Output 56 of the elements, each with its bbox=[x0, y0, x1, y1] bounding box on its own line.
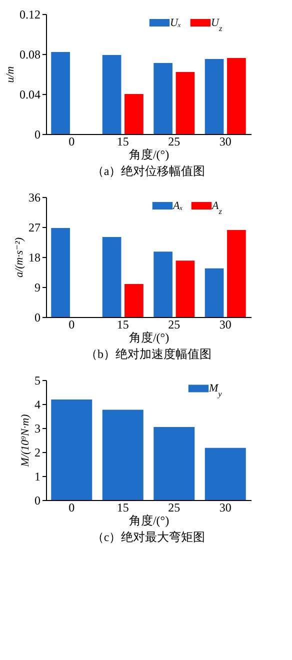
x-tick-label: 25 bbox=[168, 318, 180, 332]
y-axis-title: a/(m·s⁻²) bbox=[14, 237, 26, 278]
legend-label: A$_{z}$ bbox=[211, 200, 223, 216]
bar bbox=[154, 252, 172, 317]
bar bbox=[154, 63, 172, 134]
bar bbox=[124, 94, 144, 134]
x-axis-title: 角度/(°) bbox=[128, 148, 170, 162]
y-tick-label: 18 bbox=[28, 250, 40, 264]
y-tick-label: 4 bbox=[34, 398, 40, 412]
legend-label: Aₓ bbox=[172, 200, 183, 212]
x-tick-label: 30 bbox=[219, 318, 232, 332]
x-tick-label: 25 bbox=[168, 134, 180, 148]
y-axis-title: u/m bbox=[4, 66, 16, 83]
y-tick-label: 0.04 bbox=[20, 88, 40, 102]
y-tick-label: 36 bbox=[28, 190, 40, 204]
bar bbox=[154, 427, 195, 500]
y-tick-label: 9 bbox=[34, 280, 40, 294]
text: （b）绝对加速度幅值图 bbox=[86, 347, 212, 361]
y-tick-label: 2 bbox=[34, 446, 40, 460]
bar bbox=[51, 228, 70, 317]
bar bbox=[51, 399, 92, 500]
legend-label: Uₓ bbox=[170, 16, 182, 29]
bar bbox=[176, 260, 195, 317]
x-tick-label: 30 bbox=[219, 500, 232, 514]
bar bbox=[204, 59, 224, 134]
x-tick-label: 15 bbox=[116, 500, 129, 514]
y-tick-label: 5 bbox=[34, 374, 40, 388]
x-tick-label: 15 bbox=[116, 318, 129, 332]
x-tick-label: 25 bbox=[168, 500, 180, 514]
text: （a）绝对位移幅值图 bbox=[92, 164, 206, 178]
bar bbox=[227, 58, 246, 134]
y-tick-label: 0.08 bbox=[20, 48, 40, 62]
bar bbox=[227, 230, 246, 317]
y-tick-label: 3 bbox=[34, 422, 40, 436]
text: （c）绝对最大弯矩图 bbox=[92, 530, 206, 544]
legend-label: U$_{z}$ bbox=[211, 16, 223, 32]
y-tick-label: 1 bbox=[34, 470, 40, 484]
bar bbox=[204, 448, 246, 500]
bar bbox=[51, 52, 70, 134]
x-tick-label: 0 bbox=[68, 318, 75, 332]
x-axis-title: 角度/(°) bbox=[128, 330, 170, 344]
x-tick-label: 0 bbox=[68, 500, 75, 514]
bar bbox=[102, 410, 144, 500]
y-tick-label: 0.12 bbox=[20, 8, 40, 22]
y-axis-title: M/(10⁹N·m) bbox=[20, 414, 32, 468]
legend-label: M$_{y}$ bbox=[208, 382, 222, 398]
bar bbox=[204, 268, 224, 317]
bar bbox=[124, 284, 144, 317]
x-tick-label: 0 bbox=[68, 134, 75, 148]
bar bbox=[176, 72, 195, 134]
bar bbox=[102, 237, 122, 317]
y-tick-label: 27 bbox=[28, 220, 40, 234]
x-axis-title: 角度/(°) bbox=[128, 514, 170, 528]
x-tick-label: 15 bbox=[116, 134, 129, 148]
x-tick-label: 30 bbox=[219, 134, 232, 148]
bar bbox=[102, 55, 122, 134]
